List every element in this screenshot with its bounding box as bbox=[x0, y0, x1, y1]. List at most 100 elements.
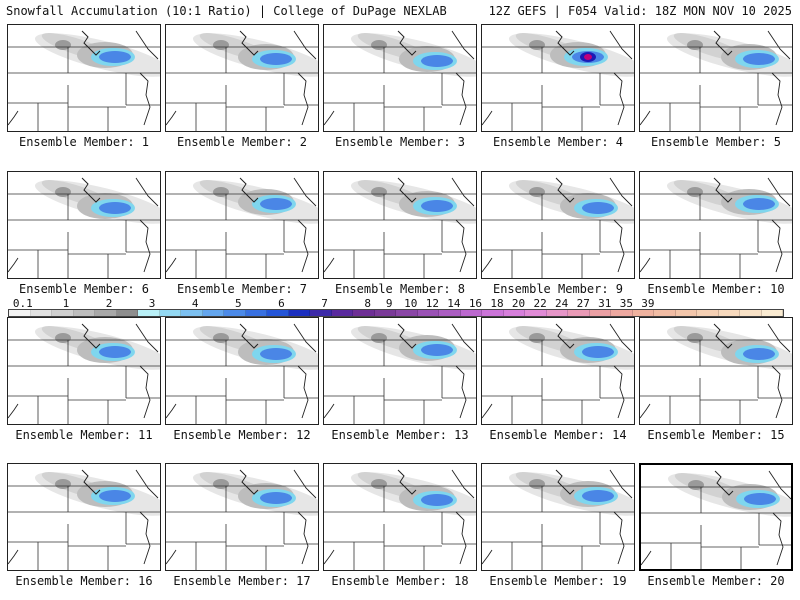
member-label: Ensemble Member: 5 bbox=[650, 135, 782, 149]
color-swatch bbox=[353, 310, 375, 316]
member-label: Ensemble Member: 6 bbox=[18, 282, 150, 296]
color-swatch bbox=[611, 310, 633, 316]
legend-tick-label: 5 bbox=[235, 297, 242, 310]
color-swatch bbox=[654, 310, 676, 316]
legend-tick-label: 20 bbox=[511, 297, 526, 310]
legend-tick-label: 18 bbox=[490, 297, 504, 310]
legend-tick-label: 7 bbox=[321, 297, 328, 310]
member-label: Ensemble Member: 13 bbox=[331, 428, 469, 442]
member-map-panel[interactable] bbox=[481, 463, 635, 571]
legend-tick-label: 9 bbox=[385, 297, 393, 310]
member-label: Ensemble Member: 16 bbox=[15, 574, 153, 588]
color-swatch bbox=[52, 310, 74, 316]
member-label: Ensemble Member: 2 bbox=[176, 135, 308, 149]
legend-tick-label: 3 bbox=[148, 297, 156, 310]
member-map-panel[interactable] bbox=[323, 24, 477, 132]
member-map-panel[interactable] bbox=[323, 171, 477, 279]
member-map-panel[interactable] bbox=[639, 463, 793, 571]
color-swatch bbox=[9, 310, 31, 316]
member-map-panel[interactable] bbox=[481, 24, 635, 132]
color-swatch bbox=[718, 310, 740, 316]
member-label: Ensemble Member: 20 bbox=[647, 574, 785, 588]
member-map-panel[interactable] bbox=[639, 24, 793, 132]
member-map-panel[interactable] bbox=[165, 317, 319, 425]
color-swatch bbox=[675, 310, 697, 316]
member-label: Ensemble Member: 19 bbox=[489, 574, 627, 588]
color-swatch bbox=[73, 310, 95, 316]
color-swatch bbox=[417, 310, 439, 316]
member-map-panel[interactable] bbox=[323, 463, 477, 571]
legend-tick-label: 31 bbox=[598, 297, 612, 310]
color-swatch bbox=[267, 310, 289, 316]
member-map-panel[interactable] bbox=[7, 24, 161, 132]
color-swatch bbox=[202, 310, 224, 316]
legend-tick-label: 39 bbox=[641, 297, 655, 310]
member-map-panel[interactable] bbox=[165, 24, 319, 132]
color-swatch bbox=[374, 310, 396, 316]
legend-tick-label: 35 bbox=[619, 297, 633, 310]
member-map-panel[interactable] bbox=[323, 317, 477, 425]
color-swatch bbox=[761, 310, 783, 316]
color-swatch bbox=[396, 310, 418, 316]
member-label: Ensemble Member: 1 bbox=[18, 135, 150, 149]
chart-title: Snowfall Accumulation (10:1 Ratio) | Col… bbox=[6, 4, 447, 18]
member-label: Ensemble Member: 15 bbox=[647, 428, 785, 442]
color-swatch bbox=[525, 310, 547, 316]
snowfall-legend: 0.1 1 2 3 4 5 6 7 8 9 10 12 14 16 18 20 22 24 27 31 35 39 bbox=[8, 297, 788, 319]
member-label: Ensemble Member: 4 bbox=[492, 135, 624, 149]
color-swatch bbox=[503, 310, 525, 316]
color-scale-bar bbox=[8, 309, 784, 317]
color-swatch bbox=[697, 310, 719, 316]
color-swatch bbox=[460, 310, 482, 316]
color-swatch bbox=[159, 310, 181, 316]
color-swatch bbox=[589, 310, 611, 316]
legend-tick-label: 0.1 bbox=[12, 297, 33, 310]
member-map-panel[interactable] bbox=[7, 171, 161, 279]
color-swatch bbox=[546, 310, 568, 316]
color-swatch bbox=[288, 310, 310, 316]
color-swatch bbox=[181, 310, 203, 316]
member-map-panel[interactable] bbox=[7, 317, 161, 425]
member-map-panel[interactable] bbox=[481, 317, 635, 425]
color-swatch bbox=[331, 310, 353, 316]
legend-tick-label: 6 bbox=[278, 297, 285, 310]
legend-tick-label: 8 bbox=[364, 297, 371, 310]
member-label: Ensemble Member: 8 bbox=[334, 282, 466, 296]
member-map-panel[interactable] bbox=[481, 171, 635, 279]
color-swatch bbox=[95, 310, 117, 316]
color-swatch bbox=[310, 310, 332, 316]
color-swatch bbox=[224, 310, 246, 316]
member-label: Ensemble Member: 14 bbox=[489, 428, 627, 442]
legend-tick-label: 14 bbox=[447, 297, 461, 310]
member-label: Ensemble Member: 12 bbox=[173, 428, 311, 442]
member-label: Ensemble Member: 9 bbox=[492, 282, 624, 296]
color-swatch bbox=[116, 310, 138, 316]
member-map-panel[interactable] bbox=[165, 171, 319, 279]
color-swatch bbox=[482, 310, 504, 316]
legend-tick-label: 4 bbox=[191, 297, 199, 310]
member-map-panel[interactable] bbox=[165, 463, 319, 571]
color-swatch bbox=[30, 310, 52, 316]
color-swatch bbox=[439, 310, 461, 316]
legend-tick-label: 16 bbox=[468, 297, 483, 310]
member-map-panel[interactable] bbox=[7, 463, 161, 571]
color-swatch bbox=[245, 310, 267, 316]
legend-tick-label: 2 bbox=[105, 297, 113, 310]
legend-tick-label: 10 bbox=[404, 297, 418, 310]
run-info: 12Z GEFS | F054 Valid: 18Z MON NOV 10 20… bbox=[488, 4, 792, 18]
color-swatch bbox=[568, 310, 590, 316]
color-swatch bbox=[138, 310, 160, 316]
member-label: Ensemble Member: 3 bbox=[334, 135, 466, 149]
legend-tick-label: 24 bbox=[555, 297, 569, 310]
member-label: Ensemble Member: 18 bbox=[331, 574, 469, 588]
member-label: Ensemble Member: 7 bbox=[176, 282, 308, 296]
legend-tick-label: 12 bbox=[425, 297, 439, 310]
member-map-panel[interactable] bbox=[639, 317, 793, 425]
member-label: Ensemble Member: 17 bbox=[173, 574, 311, 588]
member-map-panel[interactable] bbox=[639, 171, 793, 279]
color-swatch bbox=[632, 310, 654, 316]
legend-tick-label: 22 bbox=[533, 297, 547, 310]
legend-tick-label: 27 bbox=[576, 297, 590, 310]
color-swatch bbox=[740, 310, 762, 316]
member-label: Ensemble Member: 10 bbox=[647, 282, 785, 296]
